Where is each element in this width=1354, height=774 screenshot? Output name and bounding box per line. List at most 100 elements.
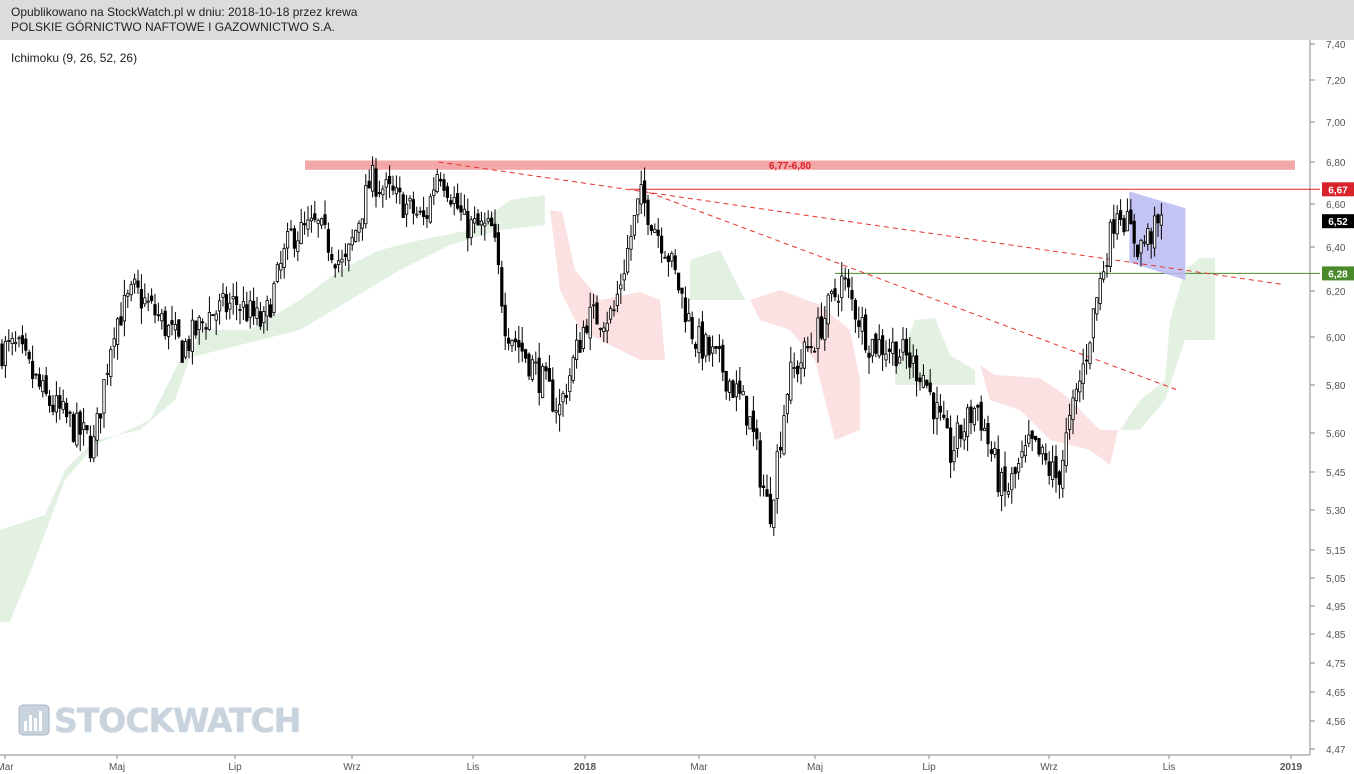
candle-body <box>228 302 232 310</box>
candle-body <box>1010 473 1014 491</box>
candle-body <box>333 264 337 269</box>
candle-body <box>211 314 215 317</box>
candle-body <box>959 424 963 439</box>
candle-body <box>683 297 688 323</box>
candle-body <box>983 427 987 432</box>
candle-body <box>972 408 977 426</box>
y-tick-label: 4,47 <box>1326 745 1346 756</box>
candle-body <box>265 300 269 317</box>
candle-body <box>241 301 245 308</box>
x-tick-label: Mar <box>0 762 14 773</box>
y-tick-label: 5,15 <box>1326 546 1346 557</box>
candle-body <box>694 343 698 349</box>
candle-body <box>619 284 623 290</box>
candle-body <box>122 294 126 322</box>
candle-body <box>262 311 266 323</box>
candle-body <box>915 355 919 382</box>
candle-body <box>945 418 949 429</box>
candle-body <box>656 229 660 236</box>
candle-body <box>156 314 160 317</box>
candle-body <box>925 379 929 386</box>
candle-body <box>1006 491 1011 495</box>
y-tick-label: 7,00 <box>1326 118 1346 129</box>
candle-body <box>442 179 446 191</box>
candle-body <box>503 304 507 337</box>
candle-body <box>636 198 640 216</box>
candle-body <box>496 232 501 266</box>
candle-body <box>1088 342 1092 364</box>
x-tick-label: Mar <box>690 762 708 773</box>
candle-body <box>258 311 263 327</box>
candle-body <box>1064 432 1068 466</box>
candle-body <box>24 338 28 351</box>
candle-body <box>65 402 69 418</box>
candle-body <box>149 295 154 302</box>
candle-body <box>469 219 473 238</box>
candle-body <box>92 436 96 459</box>
candle-body <box>670 253 674 262</box>
price-tag-label: 6,67 <box>1328 185 1348 196</box>
candle-body <box>847 278 851 288</box>
candle-body <box>289 228 293 231</box>
candle-body <box>139 288 143 309</box>
candle-body <box>700 321 705 359</box>
candle-body <box>166 324 171 337</box>
candle-body <box>54 395 59 413</box>
candle-body <box>183 341 188 358</box>
candle-body <box>612 309 616 312</box>
candle-body <box>224 294 228 313</box>
candle-body <box>894 341 898 367</box>
candle-body <box>813 350 817 353</box>
candle-body <box>629 236 633 250</box>
candle-body <box>13 341 18 345</box>
x-tick-label: 2018 <box>574 762 597 773</box>
candle-body <box>1119 210 1123 220</box>
candle-body <box>510 340 514 347</box>
y-tick-label: 5,05 <box>1326 574 1346 585</box>
candle-body <box>609 308 613 320</box>
candle-body <box>323 214 327 225</box>
candle-body <box>949 427 953 463</box>
candle-body <box>850 290 854 300</box>
candle-body <box>1125 211 1129 232</box>
price-tag-label: 6,28 <box>1328 269 1348 280</box>
candle-body <box>775 451 779 499</box>
resistance-band-label: 6,77-6,80 <box>769 161 812 172</box>
candle-body <box>381 188 385 196</box>
candle-body <box>370 165 375 192</box>
candle-body <box>955 422 960 449</box>
candle-body <box>466 210 470 239</box>
y-tick-label: 4,75 <box>1326 659 1346 670</box>
candle-body <box>588 306 592 339</box>
candle-body <box>649 225 654 232</box>
price-tag-label: 6,52 <box>1328 217 1348 228</box>
y-tick-label: 6,00 <box>1326 333 1346 344</box>
candle-body <box>17 337 21 340</box>
candle-body <box>928 382 932 393</box>
candle-body <box>966 407 970 437</box>
candle-body <box>1017 463 1021 473</box>
candle-body <box>748 416 752 430</box>
candle-body <box>299 222 303 244</box>
candle-body <box>37 374 42 387</box>
candle-body <box>1013 467 1017 474</box>
candle-body <box>204 327 208 330</box>
candle-body <box>1156 214 1160 224</box>
candle-body <box>357 222 361 233</box>
candle-body <box>1000 472 1004 496</box>
candle-body <box>1027 434 1031 444</box>
candle-body <box>857 320 861 328</box>
candle-body <box>802 341 807 369</box>
candle-body <box>170 320 174 325</box>
candle-body <box>41 380 45 393</box>
candle-body <box>836 300 841 303</box>
candle-body <box>986 423 990 445</box>
candle-body <box>938 405 943 413</box>
candle-body <box>942 414 946 418</box>
candle-body <box>853 300 858 320</box>
candle-body <box>200 321 205 324</box>
y-tick-label: 6,60 <box>1326 200 1346 211</box>
candle-body <box>143 297 147 305</box>
y-tick-label: 6,20 <box>1326 287 1346 298</box>
candle-body <box>1132 220 1136 244</box>
